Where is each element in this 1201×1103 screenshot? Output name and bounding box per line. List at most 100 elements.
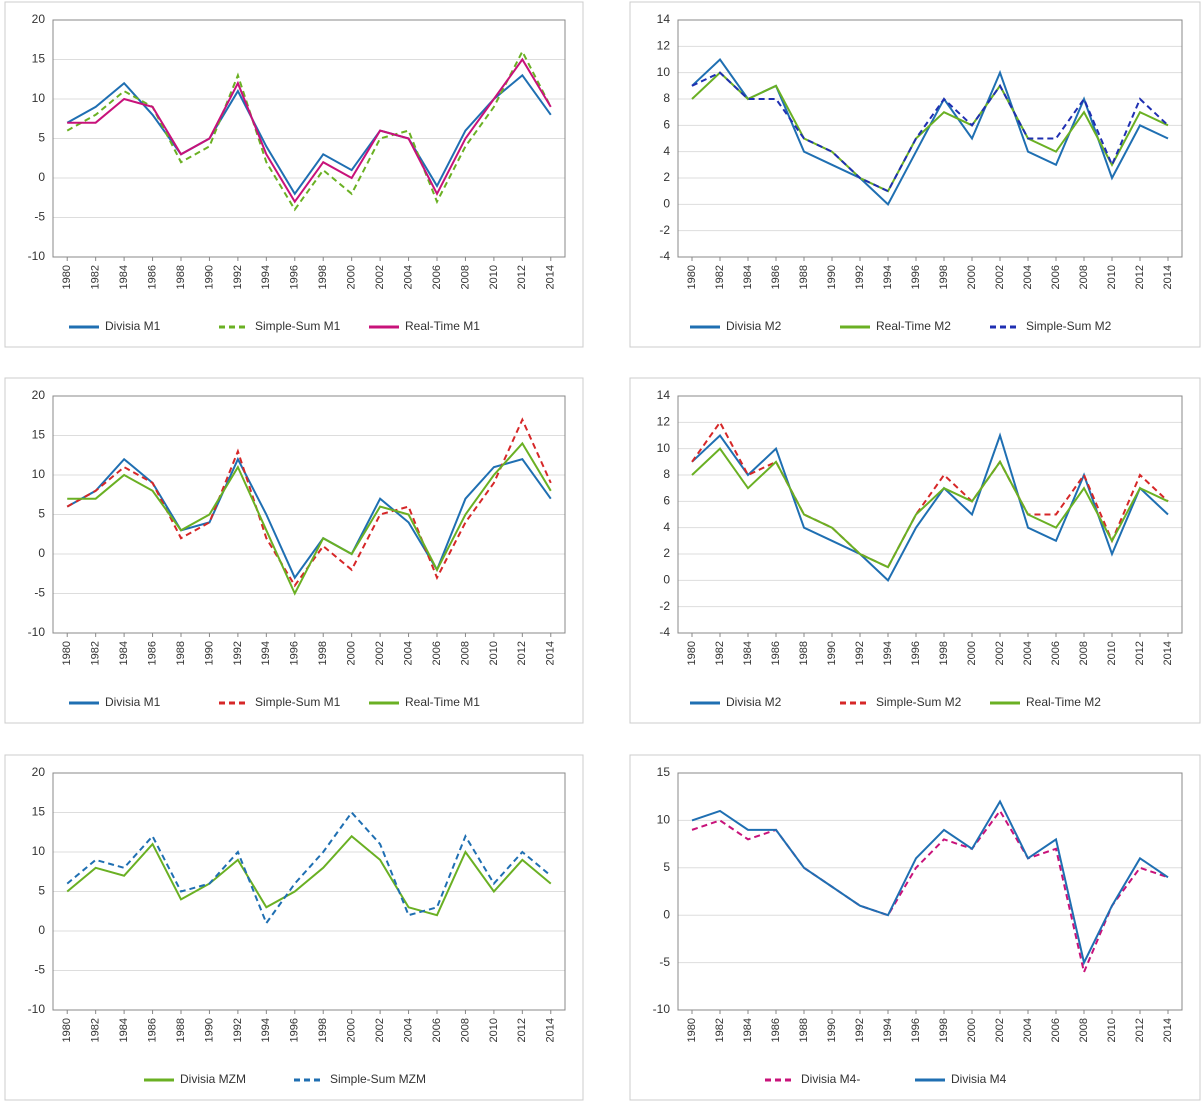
x-tick-label: 2014 xyxy=(1162,1018,1174,1042)
panel: -10-505101519801982198419861988199019921… xyxy=(630,755,1200,1100)
legend-label: Divisia M1 xyxy=(105,319,161,333)
x-tick-label: 1998 xyxy=(317,265,329,289)
panel-frame xyxy=(5,755,583,1100)
x-tick-label: 2008 xyxy=(1078,1018,1090,1042)
x-tick-label: 1998 xyxy=(317,1018,329,1042)
y-tick-label: 0 xyxy=(38,546,45,560)
x-tick-label: 2000 xyxy=(966,265,978,289)
x-tick-label: 1988 xyxy=(798,265,810,289)
x-tick-label: 1988 xyxy=(798,641,810,665)
x-tick-label: 2006 xyxy=(431,1018,443,1042)
x-tick-label: 2008 xyxy=(459,1018,471,1042)
x-tick-label: 2010 xyxy=(1106,265,1118,289)
legend-label: Divisia M2 xyxy=(726,319,782,333)
y-tick-label: 10 xyxy=(32,91,46,105)
x-tick-label: 2006 xyxy=(1050,1018,1062,1042)
x-tick-label: 2014 xyxy=(1162,641,1174,665)
y-tick-label: 10 xyxy=(32,467,46,481)
x-tick-label: 2006 xyxy=(431,265,443,289)
x-tick-label: 2004 xyxy=(402,1018,414,1042)
legend-label: Divisia MZM xyxy=(180,1072,246,1086)
x-tick-label: 1986 xyxy=(770,265,782,289)
x-tick-label: 1998 xyxy=(938,641,950,665)
x-tick-label: 1988 xyxy=(798,1018,810,1042)
y-tick-label: -10 xyxy=(28,249,46,263)
x-tick-label: 1982 xyxy=(714,265,726,289)
panel-frame xyxy=(5,378,583,723)
y-tick-label: -2 xyxy=(659,223,670,237)
y-tick-label: 14 xyxy=(657,388,671,402)
x-tick-label: 1982 xyxy=(714,641,726,665)
y-tick-label: 4 xyxy=(663,144,670,158)
x-tick-label: 1988 xyxy=(175,1018,187,1042)
x-tick-label: 1992 xyxy=(232,1018,244,1042)
x-tick-label: 1984 xyxy=(118,641,130,665)
x-tick-label: 1984 xyxy=(742,265,754,289)
x-tick-label: 1986 xyxy=(770,1018,782,1042)
legend-label: Simple-Sum M1 xyxy=(255,695,341,709)
x-tick-label: 1996 xyxy=(910,641,922,665)
legend-label: Real-Time M2 xyxy=(876,319,951,333)
x-tick-label: 1986 xyxy=(770,641,782,665)
x-tick-label: 1984 xyxy=(742,1018,754,1042)
y-tick-label: 0 xyxy=(663,907,670,921)
x-tick-label: 1994 xyxy=(882,265,894,289)
x-tick-label: 2012 xyxy=(1134,641,1146,665)
y-tick-label: 10 xyxy=(657,813,671,827)
panel: -10-505101520198019821984198619881990199… xyxy=(5,378,583,723)
x-tick-label: 2002 xyxy=(374,265,386,289)
x-tick-label: 2014 xyxy=(545,1018,557,1042)
y-tick-label: -4 xyxy=(659,625,670,639)
x-tick-label: 2004 xyxy=(1022,641,1034,665)
y-tick-label: 0 xyxy=(663,197,670,211)
y-tick-label: -4 xyxy=(659,249,670,263)
x-tick-label: 2002 xyxy=(374,1018,386,1042)
x-tick-label: 2010 xyxy=(488,641,500,665)
y-tick-label: -5 xyxy=(34,586,45,600)
x-tick-label: 1982 xyxy=(714,1018,726,1042)
x-tick-label: 2010 xyxy=(488,1018,500,1042)
legend-label: Divisia M4 xyxy=(951,1072,1007,1086)
x-tick-label: 1990 xyxy=(826,641,838,665)
x-tick-label: 2008 xyxy=(1078,265,1090,289)
y-tick-label: -5 xyxy=(34,210,45,224)
x-tick-label: 2004 xyxy=(1022,1018,1034,1042)
x-tick-label: 2010 xyxy=(488,265,500,289)
y-tick-label: -5 xyxy=(659,955,670,969)
x-tick-label: 2000 xyxy=(346,641,358,665)
y-tick-label: 15 xyxy=(32,428,46,442)
x-tick-label: 2014 xyxy=(545,265,557,289)
y-tick-label: 15 xyxy=(32,52,46,66)
x-tick-label: 1994 xyxy=(260,1018,272,1042)
x-tick-label: 1990 xyxy=(826,265,838,289)
legend-label: Divisia M2 xyxy=(726,695,782,709)
x-tick-label: 2000 xyxy=(966,1018,978,1042)
y-tick-label: -10 xyxy=(653,1002,671,1016)
x-tick-label: 2000 xyxy=(346,1018,358,1042)
y-tick-label: 0 xyxy=(38,170,45,184)
x-tick-label: 2002 xyxy=(994,1018,1006,1042)
x-tick-label: 2006 xyxy=(1050,641,1062,665)
legend-label: Simple-Sum M2 xyxy=(876,695,962,709)
x-tick-label: 1990 xyxy=(203,641,215,665)
y-tick-label: 2 xyxy=(663,546,670,560)
x-tick-label: 1988 xyxy=(175,265,187,289)
x-tick-label: 2014 xyxy=(545,641,557,665)
x-tick-label: 2002 xyxy=(374,641,386,665)
x-tick-label: 1992 xyxy=(232,265,244,289)
y-tick-label: 5 xyxy=(38,131,45,145)
y-tick-label: 20 xyxy=(32,388,46,402)
x-tick-label: 1990 xyxy=(203,265,215,289)
y-tick-label: 0 xyxy=(663,573,670,587)
x-tick-label: 1984 xyxy=(118,1018,130,1042)
panel: -10-505101520198019821984198619881990199… xyxy=(5,2,583,347)
x-tick-label: 1980 xyxy=(686,641,698,665)
x-tick-label: 2006 xyxy=(431,641,443,665)
x-tick-label: 1992 xyxy=(232,641,244,665)
x-tick-label: 2008 xyxy=(459,641,471,665)
x-tick-label: 1986 xyxy=(146,1018,158,1042)
y-tick-label: 8 xyxy=(663,467,670,481)
x-tick-label: 2002 xyxy=(994,641,1006,665)
